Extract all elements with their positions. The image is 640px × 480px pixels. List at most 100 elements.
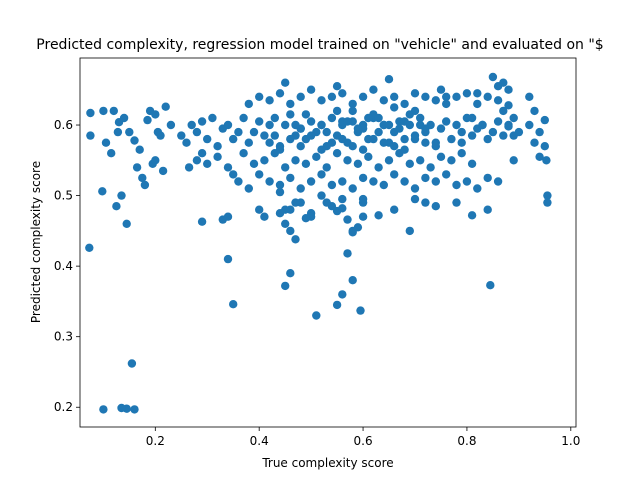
scatter-point [332, 300, 342, 310]
scatter-point [421, 138, 430, 147]
scatter-point [374, 127, 383, 137]
scatter-point [483, 134, 492, 144]
scatter-point [535, 152, 544, 161]
scatter-point [109, 106, 119, 116]
scatter-point [353, 223, 363, 232]
scatter-point [249, 159, 259, 168]
scatter-point [390, 142, 399, 151]
scatter-point [421, 92, 430, 102]
x-tick-label: 0.6 [354, 434, 373, 448]
x-axis-label: True complexity score [261, 456, 393, 470]
scatter-point [301, 159, 311, 168]
scatter-point [182, 138, 191, 147]
scatter-point [442, 117, 451, 126]
scatter-point [457, 127, 466, 137]
scatter-point [457, 138, 466, 147]
scatter-point [447, 134, 456, 144]
scatter-point [400, 134, 409, 144]
scatter-point [239, 149, 248, 158]
scatter-point [291, 156, 300, 165]
scatter-point [473, 89, 482, 98]
scatter-point [358, 173, 368, 183]
scatter-point [509, 113, 518, 123]
scatter-point [364, 113, 373, 123]
scatter-point [223, 212, 233, 221]
scatter-point [265, 96, 274, 105]
scatter-point [488, 127, 498, 137]
scatter-point [348, 276, 357, 285]
scatter-point [338, 177, 347, 186]
scatter-point [379, 180, 388, 190]
x-tick-label: 1.0 [561, 434, 580, 448]
scatter-point [374, 211, 383, 220]
scatter-point [390, 170, 399, 179]
scatter-point [332, 82, 342, 91]
scatter-point [281, 219, 290, 228]
scatter-point [332, 106, 342, 116]
scatter-point [473, 184, 482, 193]
scatter-point [525, 120, 534, 130]
scatter-point [405, 159, 414, 168]
scatter-point [291, 198, 300, 207]
scatter-point [405, 110, 414, 119]
scatter-point [322, 163, 331, 172]
scatter-point [338, 89, 347, 98]
scatter-point [436, 85, 446, 94]
scatter-point [101, 138, 111, 147]
scatter-point [275, 209, 285, 218]
scatter-point [390, 205, 399, 214]
scatter-point [395, 124, 404, 133]
scatter-point [525, 92, 534, 102]
x-axis-ticks: 0.2 0.4 0.6 0.8 1.0 [146, 427, 580, 448]
scatter-point [488, 72, 498, 82]
scatter-point [421, 198, 430, 207]
scatter-point [306, 85, 316, 94]
scatter-point [122, 219, 131, 228]
scatter-point [327, 113, 337, 123]
scatter-point [353, 124, 363, 133]
scatter-point [542, 156, 551, 165]
scatter-point [177, 131, 186, 140]
scatter-point [197, 117, 207, 126]
scatter-point [530, 106, 539, 116]
scatter-point [265, 120, 274, 130]
scatter-point [234, 177, 243, 186]
scatter-point [117, 191, 126, 200]
scatter-point [223, 120, 233, 130]
scatter-point [504, 85, 513, 94]
scatter-point [504, 101, 513, 110]
scatter-point [410, 134, 420, 144]
scatter-point [467, 131, 477, 140]
scatter-point [416, 113, 425, 123]
scatter-point [327, 92, 337, 102]
scatter-point [296, 184, 305, 193]
scatter-point [130, 405, 139, 414]
scatter-point [338, 204, 347, 213]
scatter-point [275, 180, 285, 190]
scatter-point [343, 215, 352, 224]
scatter-point [509, 131, 518, 140]
scatter-point [85, 243, 94, 252]
scatter-point [322, 127, 331, 137]
scatter-point [356, 306, 365, 315]
scatter-point [343, 156, 352, 165]
scatter-point [400, 177, 409, 186]
scatter-point [286, 269, 295, 278]
scatter-point [379, 96, 388, 105]
scatter-point [543, 191, 552, 200]
scatter-point [364, 152, 373, 161]
scatter-point [229, 170, 238, 179]
y-tick-label: 0.2 [54, 400, 73, 414]
scatter-point [98, 187, 107, 196]
scatter-point [369, 177, 378, 186]
scatter-point [255, 205, 264, 214]
scatter-point [400, 99, 409, 109]
scatter-point [296, 92, 305, 102]
scatter-point [270, 131, 279, 140]
scatter-point [499, 78, 508, 87]
scatter-point [535, 127, 544, 137]
scatter-point [192, 127, 202, 137]
scatter-point [317, 191, 326, 200]
scatter-point [265, 138, 274, 147]
